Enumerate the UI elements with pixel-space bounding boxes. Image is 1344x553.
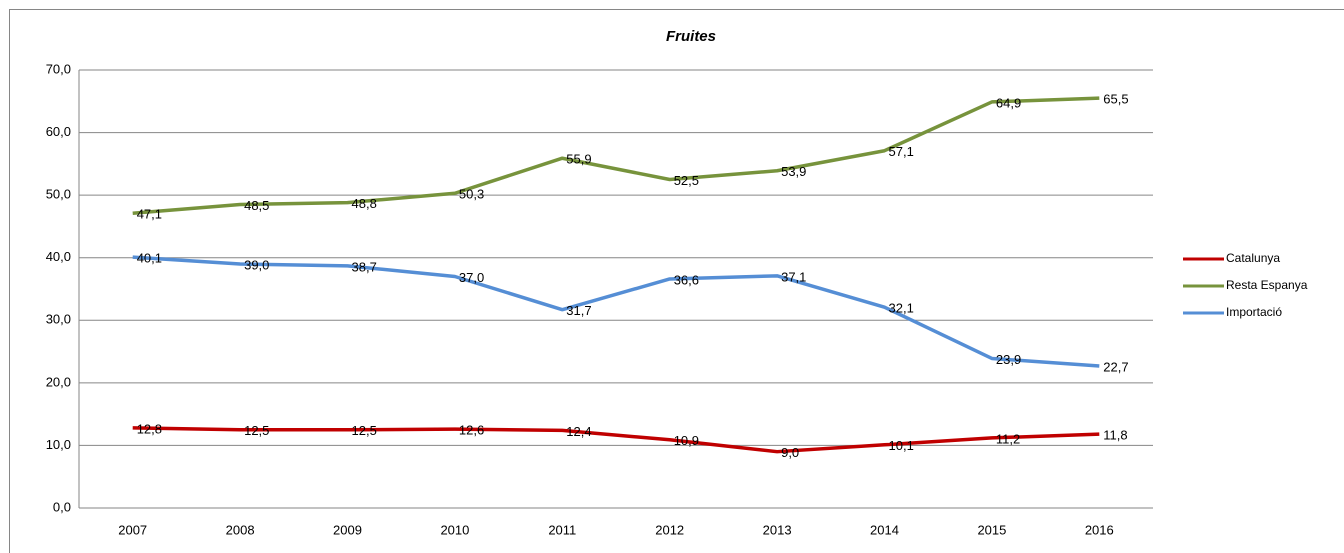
data-label: 10,1: [889, 438, 914, 453]
x-tick-label: 2013: [763, 522, 792, 537]
x-tick-label: 2008: [226, 522, 255, 537]
x-tick-label: 2007: [118, 522, 147, 537]
data-label: 11,8: [1103, 428, 1127, 443]
y-tick-label: 40,0: [46, 249, 71, 264]
x-tick-label: 2016: [1085, 522, 1114, 537]
series-line: [132, 255, 1100, 368]
x-tick-label: 2015: [977, 522, 1006, 537]
data-label: 57,1: [889, 144, 914, 159]
data-label: 37,1: [781, 269, 806, 284]
chart-title: Fruites: [666, 28, 716, 45]
x-tick-label: 2011: [548, 522, 576, 537]
y-tick-label: 30,0: [46, 312, 71, 327]
y-tick-label: 20,0: [46, 374, 71, 389]
legend-label: Catalunya: [1226, 251, 1280, 265]
data-label: 38,7: [352, 259, 377, 274]
series-line: [132, 426, 1100, 454]
legend-label: Importació: [1226, 305, 1282, 319]
data-label: 22,7: [1103, 359, 1128, 374]
data-label: 9,0: [781, 445, 799, 460]
data-label: 12,8: [137, 421, 162, 436]
data-label: 65,5: [1103, 92, 1128, 107]
legend-label: Resta Espanya: [1226, 278, 1308, 292]
data-label: 31,7: [566, 303, 591, 318]
x-tick-label: 2012: [655, 522, 684, 537]
data-label: 53,9: [781, 164, 806, 179]
data-label: 64,9: [996, 95, 1021, 110]
data-label: 50,3: [459, 187, 484, 202]
x-tick-label: 2009: [333, 522, 362, 537]
x-tick-label: 2014: [870, 522, 899, 537]
chart-border: [9, 9, 1344, 553]
data-label: 47,1: [137, 207, 162, 222]
data-label: 23,9: [996, 352, 1021, 367]
data-label: 40,1: [137, 251, 162, 266]
data-label: 12,5: [244, 423, 269, 438]
data-label: 36,6: [674, 272, 699, 287]
data-label: 52,5: [674, 173, 699, 188]
y-tick-label: 70,0: [46, 61, 71, 76]
data-label: 48,8: [352, 196, 377, 211]
data-label: 55,9: [566, 152, 591, 167]
data-label: 39,0: [244, 257, 269, 272]
y-tick-label: 50,0: [46, 187, 71, 202]
data-label: 12,6: [459, 423, 484, 438]
data-label: 37,0: [459, 270, 484, 285]
data-label: 12,5: [352, 423, 377, 438]
data-label: 10,9: [674, 433, 699, 448]
y-tick-label: 0,0: [53, 499, 71, 514]
data-label: 11,2: [996, 431, 1020, 446]
y-tick-label: 60,0: [46, 124, 71, 139]
x-tick-label: 2010: [440, 522, 469, 537]
y-tick-label: 10,0: [46, 437, 71, 452]
data-label: 32,1: [889, 301, 914, 316]
data-label: 12,4: [566, 424, 591, 439]
series-line: [132, 96, 1100, 216]
data-label: 48,5: [244, 198, 269, 213]
